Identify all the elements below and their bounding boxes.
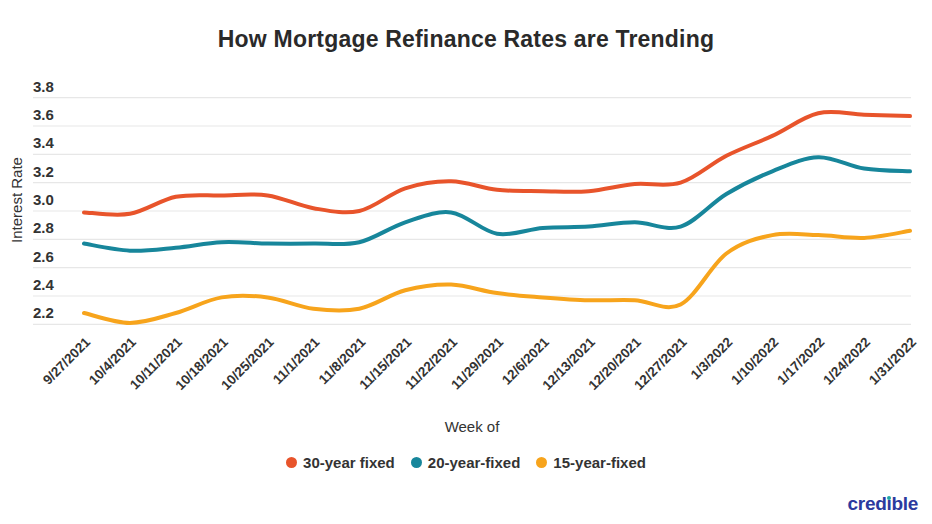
y-tick-label: 3.0 bbox=[33, 191, 54, 208]
line-chart-canvas: 3.83.63.43.23.02.82.62.42.29/27/202110/4… bbox=[0, 60, 932, 440]
legend-label: 30-year fixed bbox=[303, 454, 395, 471]
legend-label: 20-year-fixed bbox=[428, 454, 521, 471]
y-tick-label: 2.6 bbox=[33, 248, 54, 265]
y-tick-label: 2.4 bbox=[33, 276, 55, 293]
y-axis-title: Interest Rate bbox=[8, 120, 28, 280]
y-tick-label: 3.8 bbox=[33, 78, 54, 95]
legend-label: 15-year-fixed bbox=[553, 454, 646, 471]
y-tick-label: 2.2 bbox=[33, 304, 54, 321]
x-tick-label: 1/10/2022 bbox=[728, 335, 781, 388]
x-tick-label: 1/24/2022 bbox=[820, 335, 873, 388]
credible-logo: credıble bbox=[848, 494, 918, 514]
legend-dot-15-year-fixed-icon bbox=[536, 457, 547, 468]
legend-item-20-year-fixed: 20-year-fixed bbox=[411, 454, 521, 471]
y-tick-label: 3.4 bbox=[33, 134, 55, 151]
legend: 30-year fixed 20-year-fixed 15-year-fixe… bbox=[0, 454, 932, 471]
logo-i-dot-icon: ı bbox=[886, 493, 891, 514]
legend-dot-20-year-fixed-icon bbox=[411, 457, 422, 468]
legend-dot-30-year-fixed-icon bbox=[286, 457, 297, 468]
y-tick-label: 3.6 bbox=[33, 106, 54, 123]
x-tick-label: 1/17/2022 bbox=[774, 335, 827, 388]
x-tick-label: 11/1/2021 bbox=[270, 334, 323, 387]
x-tick-label: 1/31/2022 bbox=[866, 335, 919, 388]
y-tick-label: 2.8 bbox=[33, 219, 54, 236]
series-line-30-year-fixed bbox=[84, 112, 910, 215]
series-line-20-year-fixed bbox=[84, 157, 910, 251]
x-tick-label: 9/27/2021 bbox=[40, 334, 93, 387]
legend-item-15-year-fixed: 15-year-fixed bbox=[536, 454, 646, 471]
page-title: How Mortgage Refinance Rates are Trendin… bbox=[0, 26, 932, 53]
y-tick-label: 3.2 bbox=[33, 163, 54, 180]
x-tick-label: 1/3/2022 bbox=[688, 335, 736, 383]
x-axis-title: Week of bbox=[33, 418, 911, 435]
legend-item-30-year-fixed: 30-year fixed bbox=[286, 454, 395, 471]
